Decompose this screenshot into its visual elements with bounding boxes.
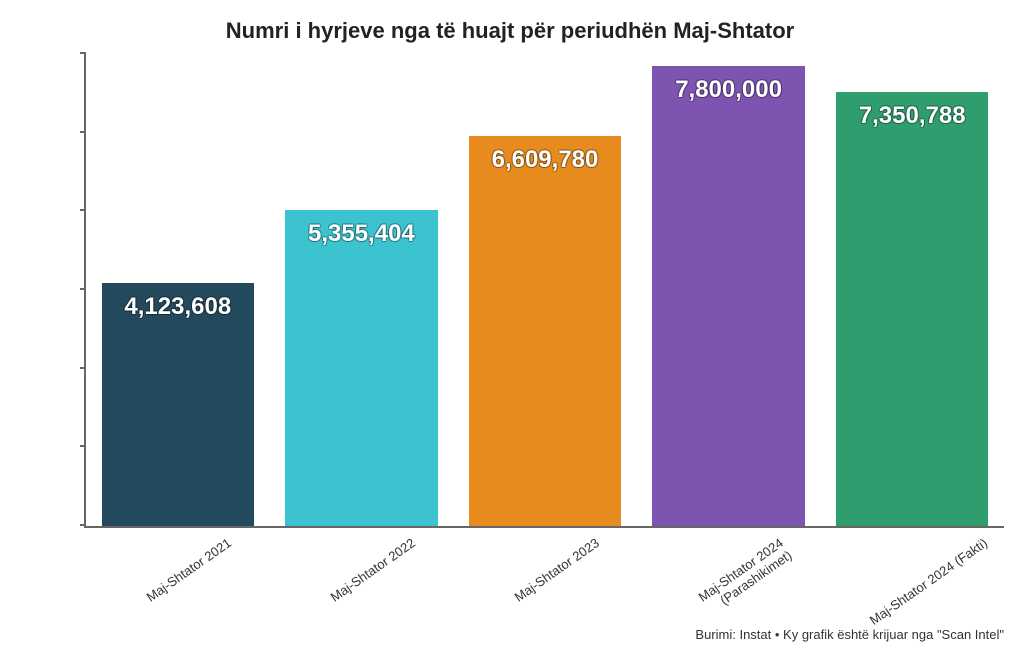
chart-title: Numri i hyrjeve nga të huajt për periudh… [0,18,1020,44]
y-tick [80,52,86,54]
bar: 6,609,780 [469,136,621,526]
bar-slot: 4,123,608 [86,54,270,526]
y-tick [80,209,86,211]
x-axis-label: Maj-Shtator 2022 [328,536,418,605]
chart-plot-area: 4,123,608 5,355,404 6,609,780 7,800,000 7,35… [84,54,1004,528]
y-tick [80,524,86,526]
bar-value-label: 7,800,000 [652,76,804,104]
bar-value-label: 7,350,788 [836,102,988,130]
x-label-slot: Maj-Shtator 2021 [84,530,268,620]
x-axis-label: Maj-Shtator 2021 [144,536,234,605]
bar-value-label: 6,609,780 [469,146,621,174]
y-tick [80,445,86,447]
bar-value-label: 5,355,404 [285,220,437,248]
bar: 7,800,000 [652,66,804,526]
bars-group: 4,123,608 5,355,404 6,609,780 7,800,000 7,35… [86,54,1004,526]
y-tick [80,131,86,133]
bar: 4,123,608 [102,283,254,526]
x-axis-labels: Maj-Shtator 2021 Maj-Shtator 2022 Maj-Shta… [84,530,1004,620]
bar: 5,355,404 [285,210,437,526]
bar: 7,350,788 [836,92,988,526]
x-label-slot: Maj-Shtator 2024 (Fakti) [820,530,1004,620]
x-label-slot: Maj-Shtator 2023 [452,530,636,620]
bar-slot: 5,355,404 [270,54,454,526]
x-label-slot: Maj-Shtator 2022 [268,530,452,620]
bar-slot: 7,800,000 [637,54,821,526]
x-label-slot: Maj-Shtator 2024 (Parashikimet) [636,530,820,620]
bar-slot: 6,609,780 [453,54,637,526]
chart-footer: Burimi: Instat • Ky grafik është krijuar… [695,627,1004,642]
chart-container: Numri i hyrjeve nga të huajt për periudh… [0,0,1020,650]
x-axis-label: Maj-Shtator 2024 (Fakti) [867,536,990,629]
x-axis-label: Maj-Shtator 2024 (Parashikimet) [696,536,795,618]
y-tick [80,367,86,369]
bar-value-label: 4,123,608 [102,293,254,321]
x-axis-label: Maj-Shtator 2023 [512,536,602,605]
y-tick [80,288,86,290]
bar-slot: 7,350,788 [820,54,1004,526]
